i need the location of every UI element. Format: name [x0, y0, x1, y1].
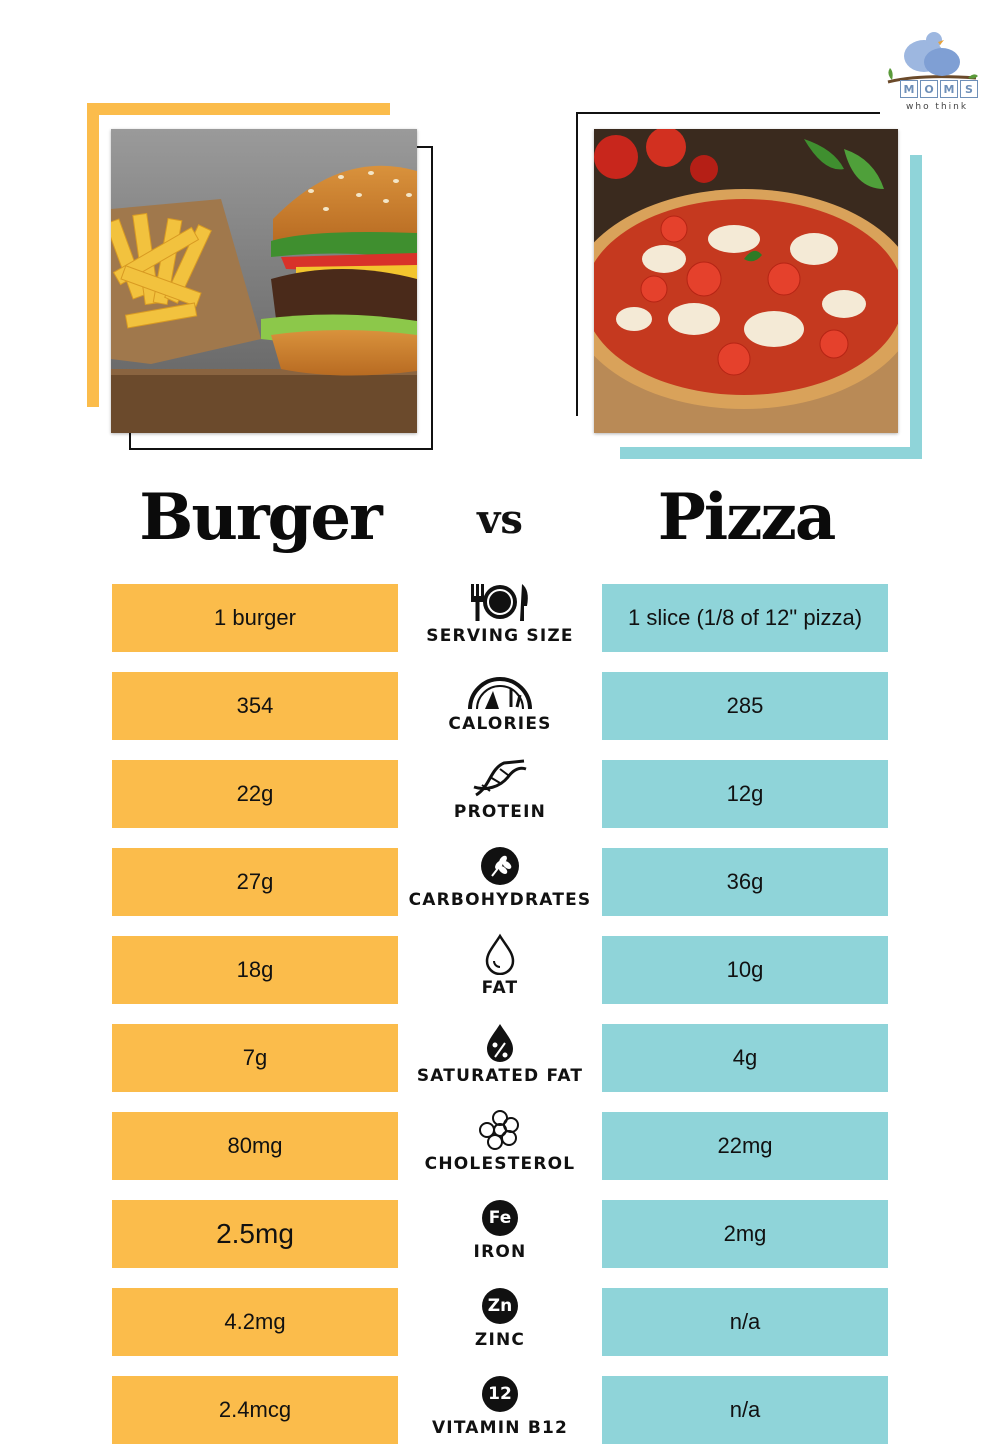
- pizza-title: Pizza: [657, 480, 837, 555]
- burger-photo: [111, 129, 417, 433]
- pizza-value: 1 slice (1/8 of 12" pizza): [602, 584, 888, 652]
- pizza-value: 36g: [602, 848, 888, 916]
- pizza-value: n/a: [602, 1288, 888, 1356]
- nutrient-label-cell: CHOLESTEROL: [400, 1108, 600, 1184]
- b12-icon: 12: [482, 1376, 518, 1412]
- comparison-row-protein: 22g PROTEIN 12g: [0, 759, 1000, 828]
- percent-drop-icon: [487, 1024, 513, 1062]
- gauge-icon: [468, 677, 532, 710]
- nutrient-label: PROTEIN: [453, 802, 547, 822]
- cholesterol-icon: [479, 1110, 519, 1150]
- comparison-row-saturated-fat: 7g SATURATED FAT 4g: [0, 1024, 1000, 1092]
- utensils-plate-icon: [471, 584, 528, 621]
- burger-value: 2.4mcg: [112, 1376, 398, 1444]
- nutrient-label: SERVING SIZE: [426, 626, 574, 646]
- burger-value: 354: [112, 672, 398, 740]
- nutrient-label-cell: Fe IRON: [400, 1196, 600, 1272]
- moms-who-think-logo: M O M S who think: [880, 22, 980, 114]
- pizza-value: 285: [602, 672, 888, 740]
- logo-letter: M: [940, 80, 958, 98]
- nutrient-label: FAT: [481, 978, 519, 998]
- logo-letter: O: [920, 80, 938, 98]
- comparison-row-iron: 2.5mg Fe IRON 2mg: [0, 1200, 1000, 1268]
- comparison-row-zinc: 4.2mg Zn ZINC n/a: [0, 1288, 1000, 1356]
- burger-value: 4.2mg: [112, 1288, 398, 1356]
- nutrient-label-cell: PROTEIN: [400, 756, 600, 832]
- pizza-value: 12g: [602, 760, 888, 828]
- burger-value: 22g: [112, 760, 398, 828]
- pizza-frame-accent: [620, 155, 922, 459]
- nutrient-label-cell: SERVING SIZE: [400, 580, 600, 656]
- pizza-value: n/a: [602, 1376, 888, 1444]
- logo-tagline: who think: [906, 102, 969, 112]
- burger-value: 7g: [112, 1024, 398, 1092]
- pizza-value: 4g: [602, 1024, 888, 1092]
- pizza-frame-outline: [576, 112, 880, 416]
- comparison-row-serving-size: 1 burger SERVING SIZE 1 slice (1/8 of 12…: [0, 584, 1000, 652]
- nutrient-label: ZINC: [474, 1330, 526, 1350]
- nutrient-label: VITAMIN B12: [431, 1418, 569, 1438]
- logo-letter: S: [960, 80, 978, 98]
- burger-value: 18g: [112, 936, 398, 1004]
- burger-value: 80mg: [112, 1112, 398, 1180]
- nutrient-label: CARBOHYDRATES: [408, 890, 592, 910]
- nutrient-label-cell: CARBOHYDRATES: [400, 844, 600, 920]
- nutrient-label: CHOLESTEROL: [424, 1154, 576, 1174]
- nutrient-label-cell: FAT: [400, 932, 600, 1008]
- iron-icon: Fe: [482, 1200, 518, 1236]
- vs-label: vs: [477, 496, 523, 543]
- burger-value: 2.5mg: [112, 1200, 398, 1268]
- nutrient-label: SATURATED FAT: [416, 1066, 584, 1086]
- dna-icon: [473, 759, 527, 797]
- burger-value: 27g: [112, 848, 398, 916]
- comparison-row-cholesterol: 80mg CHOLESTEROL 22mg: [0, 1110, 1000, 1180]
- burger-frame-accent: [87, 103, 390, 407]
- zinc-icon: Zn: [482, 1288, 518, 1324]
- nutrient-label: CALORIES: [448, 714, 552, 734]
- pizza-value: 2mg: [602, 1200, 888, 1268]
- nutrient-label-cell: SATURATED FAT: [400, 1020, 600, 1096]
- wheat-icon: [481, 847, 519, 885]
- comparison-row-vitamin-b12: 2.4mcg 12 VITAMIN B12 n/a: [0, 1376, 1000, 1444]
- burger-value: 1 burger: [112, 584, 398, 652]
- pizza-value: 10g: [602, 936, 888, 1004]
- pizza-value: 22mg: [602, 1112, 888, 1180]
- comparison-row-carbohydrates: 27g CARBOHYDRATES 36g: [0, 847, 1000, 916]
- drop-icon: [485, 933, 515, 975]
- logo-letter: M: [900, 80, 918, 98]
- bird-icon: [887, 32, 978, 84]
- nutrient-label-cell: Zn ZINC: [400, 1284, 600, 1360]
- burger-title: Burger: [139, 480, 383, 555]
- nutrient-label-cell: CALORIES: [400, 668, 600, 744]
- nutrient-label: IRON: [473, 1242, 527, 1262]
- comparison-row-calories: 354 CALORIES 285: [0, 672, 1000, 740]
- nutrient-label-cell: 12 VITAMIN B12: [400, 1372, 600, 1448]
- pizza-photo: [594, 129, 898, 433]
- comparison-row-fat: 18g FAT 10g: [0, 933, 1000, 1004]
